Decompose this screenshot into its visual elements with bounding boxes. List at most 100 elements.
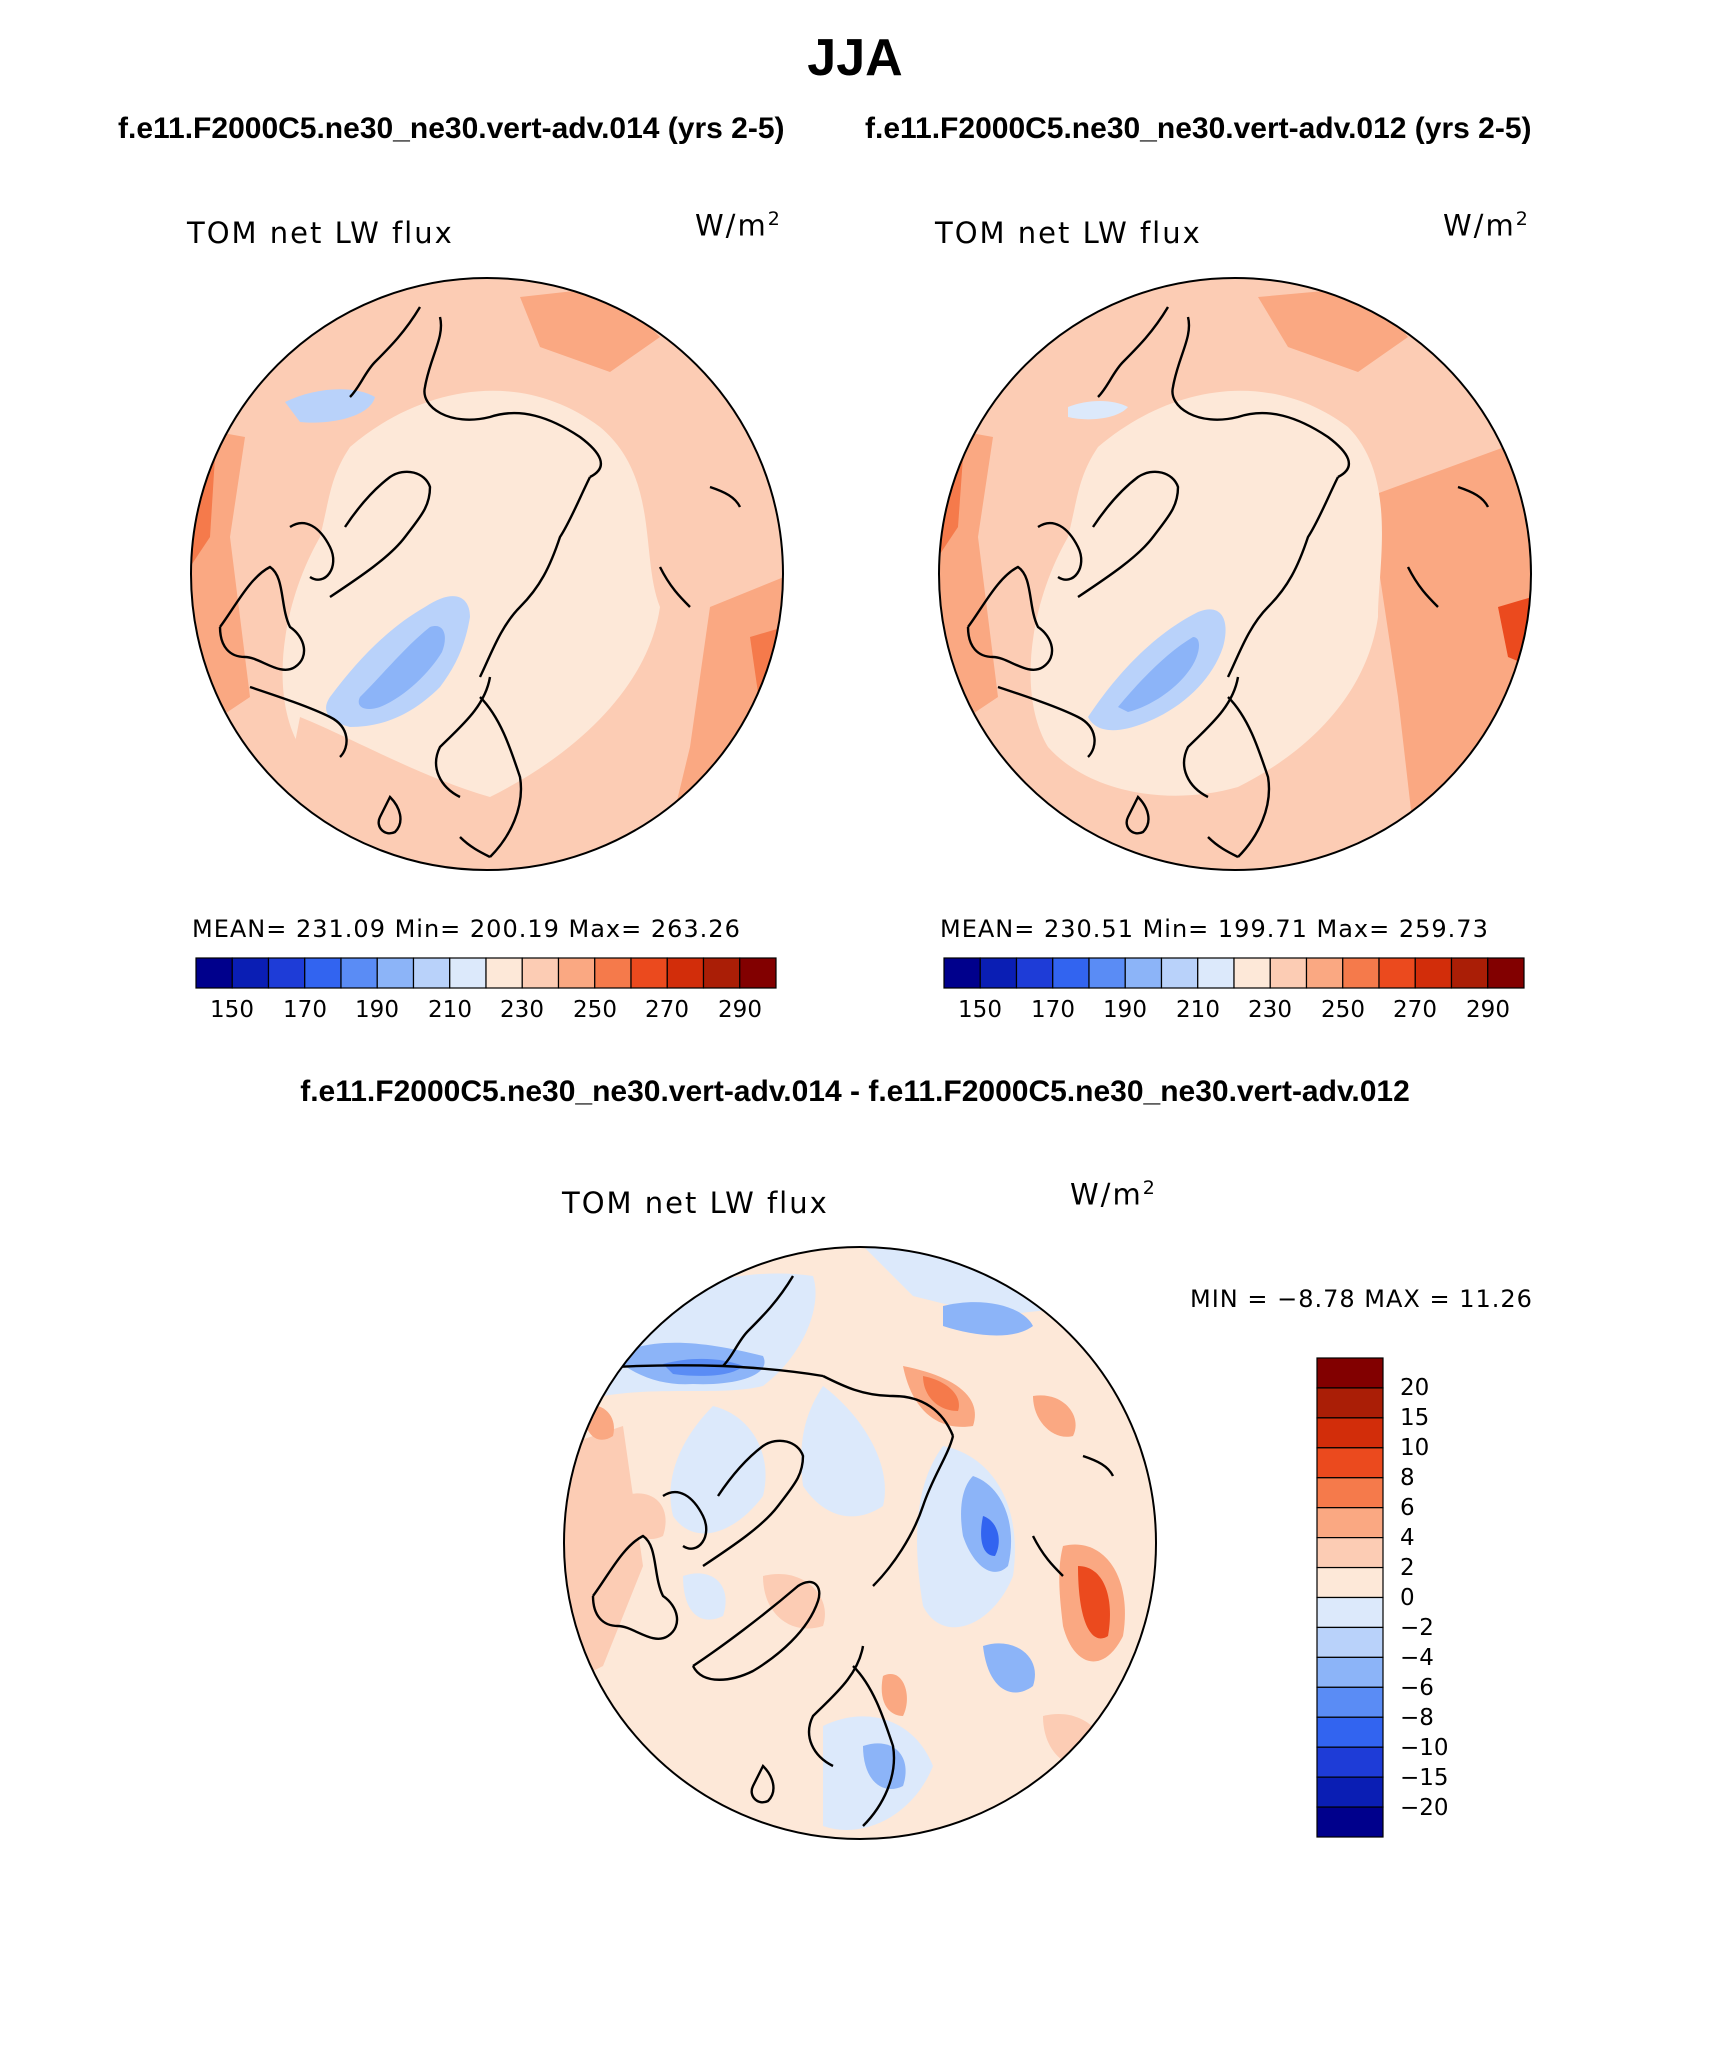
case-title-right: f.e11.F2000C5.ne30_ne30.vert-adv.012 (yr… — [865, 112, 1532, 145]
colorbar-tick-label: 190 — [1103, 997, 1147, 1023]
colorbar-swatch — [1088, 957, 1126, 989]
colorbar-tick-label: −4 — [1400, 1645, 1434, 1671]
colorbar-swatch — [1015, 957, 1054, 989]
colorbar-swatch — [1342, 957, 1380, 989]
colorbar-swatch — [630, 957, 668, 989]
colorbar-tick-label: −15 — [1400, 1765, 1449, 1791]
colorbar-swatch — [485, 957, 523, 989]
colorbar-swatch — [739, 957, 777, 989]
colorbar-swatch — [231, 957, 270, 989]
diff-panel-stats: MIN = −8.78 MAX = 11.26 — [1190, 1285, 1533, 1313]
colorbar-swatch — [1316, 1566, 1384, 1599]
colorbar-tick-label: 290 — [718, 997, 762, 1023]
colorbar-tick-label: 230 — [1248, 997, 1292, 1023]
colorbar-swatch — [1124, 957, 1163, 989]
colorbar-swatch — [1487, 957, 1525, 989]
colorbar-diff — [1316, 1357, 1384, 1838]
case-title-left: f.e11.F2000C5.ne30_ne30.vert-adv.014 (yr… — [118, 112, 785, 145]
colorbar-swatch — [1269, 957, 1308, 989]
colorbar-tick-label: 170 — [1031, 997, 1075, 1023]
colorbar-tick-label: 6 — [1400, 1495, 1415, 1521]
colorbar-swatch — [304, 957, 342, 989]
colorbar-tick-label: 270 — [645, 997, 689, 1023]
colorbar-swatch — [702, 957, 741, 989]
colorbar-swatch — [1316, 1417, 1384, 1449]
colorbar-tick-label: 4 — [1400, 1525, 1415, 1551]
colorbar-tick-label: −2 — [1400, 1615, 1434, 1641]
colorbar-swatch — [1450, 957, 1489, 989]
colorbar-swatch — [1316, 1626, 1384, 1658]
colorbar-tick-label: 0 — [1400, 1585, 1415, 1611]
polar-map-right — [938, 277, 1532, 871]
colorbar-left — [195, 957, 777, 989]
colorbar-swatch — [195, 957, 233, 989]
colorbar-swatch — [340, 957, 378, 989]
season-title: JJA — [807, 29, 903, 87]
colorbar-swatch — [1316, 1656, 1384, 1688]
colorbar-tick-label: −20 — [1400, 1795, 1449, 1821]
colorbar-tick-label: 150 — [210, 997, 254, 1023]
colorbar-swatch — [1052, 957, 1090, 989]
colorbar-left-labels: 150 170 190 210 230 250 270 290 — [196, 997, 776, 1027]
diff-panel-units: W/m2 — [1070, 1177, 1157, 1212]
colorbar-tick-label: 270 — [1393, 997, 1437, 1023]
colorbar-swatch — [267, 957, 306, 989]
colorbar-diff-labels: 20 15 10 8 6 4 2 0 −2 −4 −6 −8 −10 −15 −… — [1400, 1358, 1500, 1837]
colorbar-swatch — [1316, 1537, 1384, 1569]
colorbar-tick-label: −10 — [1400, 1735, 1449, 1761]
colorbar-swatch — [1414, 957, 1453, 989]
colorbar-swatch — [1316, 1477, 1384, 1509]
colorbar-tick-label: 150 — [958, 997, 1002, 1023]
colorbar-tick-label: 10 — [1400, 1435, 1430, 1461]
colorbar-swatch — [594, 957, 632, 989]
colorbar-tick-label: 210 — [428, 997, 472, 1023]
panel-right-units: W/m2 — [1443, 208, 1530, 243]
colorbar-tick-label: 8 — [1400, 1465, 1415, 1491]
colorbar-swatch — [1316, 1716, 1384, 1748]
colorbar-tick-label: 15 — [1400, 1405, 1430, 1431]
colorbar-right — [943, 957, 1525, 989]
colorbar-swatch — [1316, 1776, 1384, 1808]
colorbar-swatch — [1316, 1387, 1384, 1419]
colorbar-tick-label: 230 — [500, 997, 544, 1023]
colorbar-swatch — [666, 957, 705, 989]
diff-panel-label: TOM net LW flux — [562, 1186, 829, 1220]
panel-left-units: W/m2 — [695, 208, 782, 243]
colorbar-swatch — [1316, 1806, 1384, 1838]
colorbar-tick-label: −6 — [1400, 1675, 1434, 1701]
polar-map-left — [190, 277, 784, 871]
colorbar-swatch — [943, 957, 981, 989]
colorbar-swatch — [1316, 1447, 1384, 1479]
colorbar-swatch — [1197, 957, 1235, 989]
polar-map-diff — [563, 1246, 1157, 1840]
colorbar-swatch — [1316, 1596, 1384, 1629]
colorbar-swatch — [979, 957, 1018, 989]
colorbar-swatch — [449, 957, 487, 989]
colorbar-swatch — [412, 957, 451, 989]
colorbar-tick-label: 190 — [355, 997, 399, 1023]
colorbar-tick-label: −8 — [1400, 1705, 1434, 1731]
colorbar-swatch — [1316, 1357, 1384, 1389]
colorbar-tick-label: 20 — [1400, 1375, 1430, 1401]
colorbar-swatch — [557, 957, 596, 989]
colorbar-tick-label: 250 — [1321, 997, 1365, 1023]
panel-right-label: TOM net LW flux — [935, 216, 1202, 250]
colorbar-swatch — [376, 957, 415, 989]
colorbar-swatch — [1316, 1507, 1384, 1539]
colorbar-swatch — [1378, 957, 1416, 989]
colorbar-right-labels: 150 170 190 210 230 250 270 290 — [944, 997, 1524, 1027]
colorbar-swatch — [521, 957, 560, 989]
colorbar-tick-label: 210 — [1176, 997, 1220, 1023]
colorbar-swatch — [1316, 1746, 1384, 1778]
colorbar-tick-label: 250 — [573, 997, 617, 1023]
diff-title: f.e11.F2000C5.ne30_ne30.vert-adv.014 - f… — [300, 1075, 1410, 1108]
colorbar-swatch — [1305, 957, 1344, 989]
colorbar-tick-label: 2 — [1400, 1555, 1415, 1581]
panel-left-label: TOM net LW flux — [187, 216, 454, 250]
colorbar-swatch — [1316, 1686, 1384, 1718]
colorbar-swatch — [1160, 957, 1199, 989]
colorbar-tick-label: 290 — [1466, 997, 1510, 1023]
panel-left-stats: MEAN= 231.09 Min= 200.19 Max= 263.26 — [192, 915, 741, 943]
colorbar-tick-label: 170 — [283, 997, 327, 1023]
colorbar-swatch — [1233, 957, 1271, 989]
